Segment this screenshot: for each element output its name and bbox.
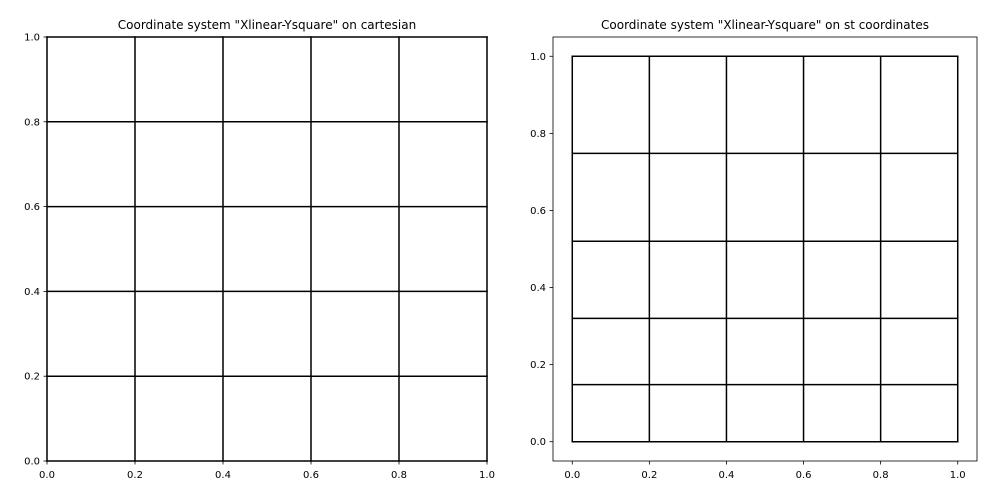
y-tick-label: 0.2 bbox=[530, 360, 546, 371]
y-tick-label: 0.8 bbox=[24, 117, 40, 128]
x-tick-label: 1.0 bbox=[479, 470, 495, 481]
y-tick-label: 0.8 bbox=[530, 129, 546, 140]
y-tick-label: 0.4 bbox=[24, 287, 40, 298]
chart-title: Coordinate system "Xlinear-Ysquare" on s… bbox=[601, 18, 929, 32]
x-tick-label: 0.2 bbox=[127, 470, 143, 481]
y-tick-label: 0.4 bbox=[530, 283, 546, 294]
y-tick-label: 0.2 bbox=[24, 372, 40, 383]
y-tick-label: 0.0 bbox=[530, 437, 546, 448]
x-tick-label: 0.6 bbox=[796, 470, 812, 481]
chart-1: Coordinate system "Xlinear-Ysquare" on c… bbox=[24, 18, 495, 481]
chart-title: Coordinate system "Xlinear-Ysquare" on c… bbox=[118, 18, 416, 32]
x-tick-label: 0.8 bbox=[873, 470, 889, 481]
chart-2: Coordinate system "Xlinear-Ysquare" on s… bbox=[530, 18, 978, 481]
y-tick-label: 0.0 bbox=[24, 457, 40, 468]
x-tick-label: 0.4 bbox=[215, 470, 231, 481]
x-tick-label: 0.0 bbox=[564, 470, 580, 481]
x-tick-label: 0.8 bbox=[391, 470, 407, 481]
x-tick-label: 0.4 bbox=[719, 470, 735, 481]
x-tick-label: 1.0 bbox=[950, 470, 966, 481]
y-tick-label: 0.6 bbox=[24, 202, 40, 213]
y-tick-label: 1.0 bbox=[24, 33, 40, 44]
x-tick-label: 0.6 bbox=[303, 470, 319, 481]
axes-frame bbox=[552, 36, 978, 462]
axes-frame bbox=[46, 36, 488, 462]
y-tick-label: 0.6 bbox=[530, 206, 546, 217]
x-tick-label: 0.2 bbox=[641, 470, 657, 481]
x-tick-label: 0.0 bbox=[39, 470, 55, 481]
y-tick-label: 1.0 bbox=[530, 52, 546, 63]
